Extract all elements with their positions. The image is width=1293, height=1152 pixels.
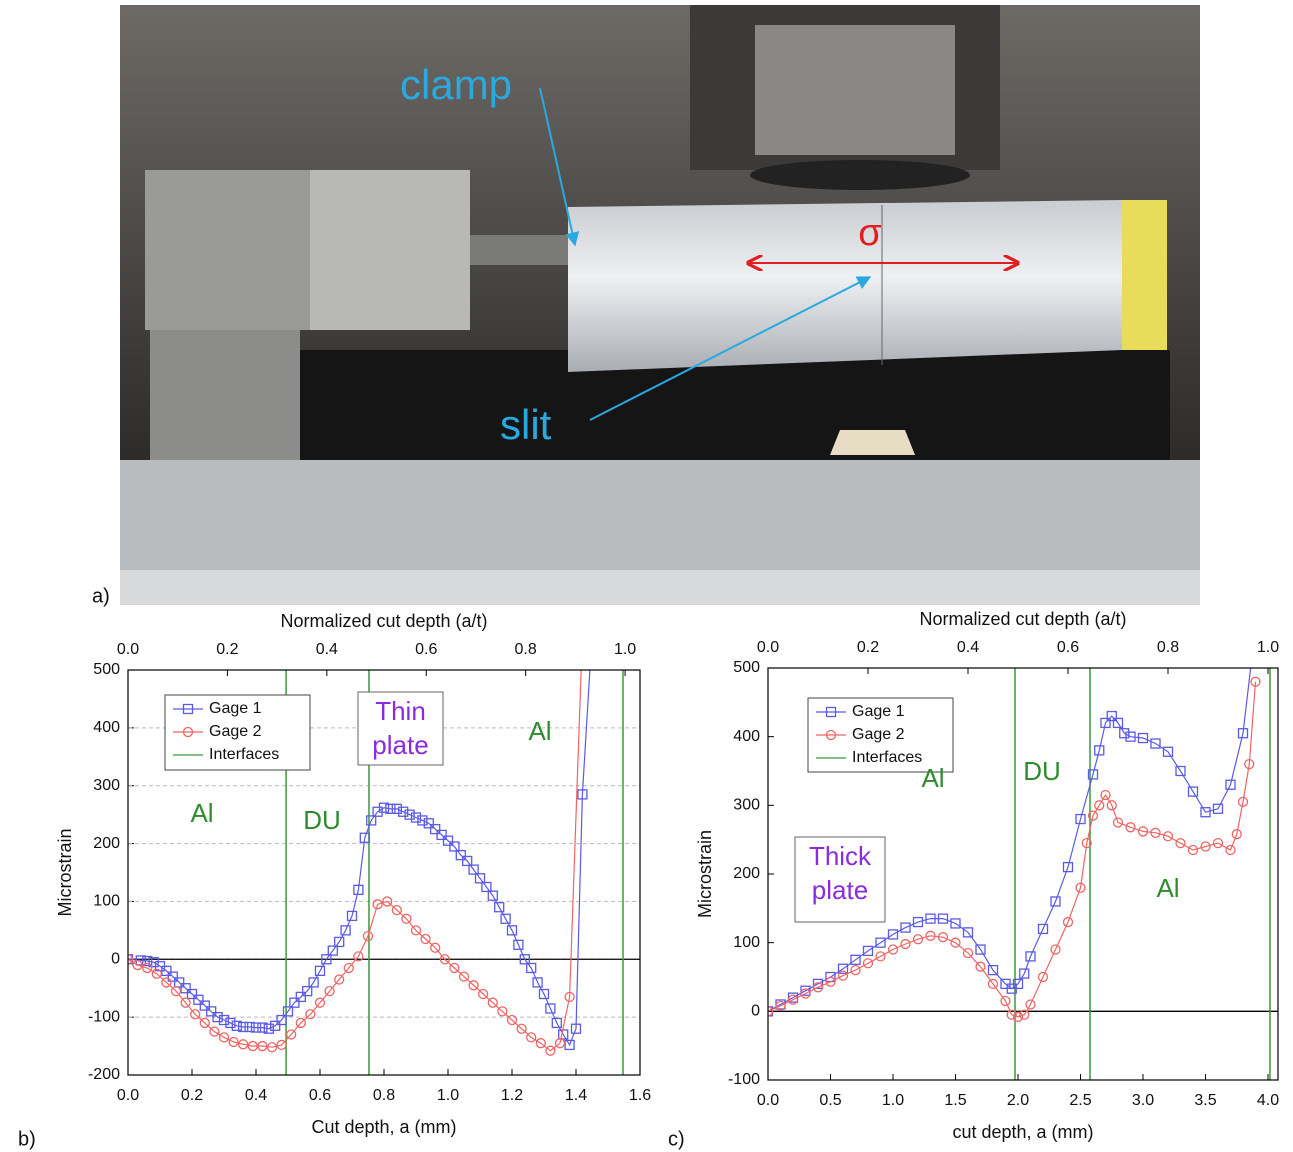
x-tick-label: 1.6 [629, 1087, 651, 1104]
y-axis-title: Microstrain [55, 828, 75, 916]
x-tick-label: 1.5 [944, 1092, 966, 1109]
y-axis-title: Microstrain [695, 830, 715, 918]
annotation: Thin plate [358, 694, 443, 767]
legend-text: Interfaces [852, 749, 922, 766]
y-tick-label: 300 [93, 777, 120, 794]
x2-tick-label: 0.0 [117, 641, 139, 658]
x-tick-label: 1.2 [501, 1087, 523, 1104]
annotation-text: DU [1023, 756, 1061, 786]
annotation-text: Al [1156, 873, 1179, 903]
y-tick-label: 100 [733, 934, 760, 951]
legend-text: Gage 2 [209, 723, 262, 740]
slit-label: slit [500, 401, 552, 448]
y-tick-label: -200 [88, 1066, 120, 1083]
specimen-end [1122, 200, 1167, 350]
x-tick-label: 2.5 [1069, 1092, 1091, 1109]
x2-tick-label: 0.0 [757, 639, 779, 656]
y-tick-label: 400 [93, 719, 120, 736]
table [120, 460, 1200, 570]
x-tick-label: 0.6 [309, 1087, 331, 1104]
y-tick-label: 200 [93, 835, 120, 852]
annotation-text: DU [303, 805, 341, 835]
y-tick-label: 0 [111, 951, 120, 968]
annotation-text: Al [921, 763, 944, 793]
annotation: Thick plate [795, 839, 885, 924]
figure: clamp σ slit a) -200 -100 0 100 200 300 400 500… [0, 0, 1293, 1152]
y-tick-label: -100 [88, 1008, 120, 1025]
annotation-text: Thin plate [358, 694, 443, 762]
x-tick-label: 3.5 [1194, 1092, 1216, 1109]
nozzle [750, 160, 970, 190]
support [830, 430, 915, 455]
x-tick-label: 2.0 [1007, 1092, 1029, 1109]
x-axis-title: cut depth, a (mm) [952, 1122, 1093, 1142]
photo: clamp σ slit [120, 5, 1200, 605]
x2-axis-title: Normalized cut depth (a/t) [280, 611, 487, 631]
y-tick-label: 200 [733, 865, 760, 882]
fixture-plate [310, 170, 470, 330]
annotation-text: Thick plate [795, 839, 885, 907]
data-point [578, 631, 587, 640]
x-tick-label: 0.0 [757, 1092, 779, 1109]
x2-tick-label: 1.0 [614, 641, 636, 658]
x-tick-label: 3.0 [1132, 1092, 1154, 1109]
annotation-text: Al [190, 798, 213, 828]
x2-tick-label: 0.8 [515, 641, 537, 658]
x2-tick-label: 0.6 [1057, 639, 1079, 656]
tank [300, 350, 1170, 460]
legend-text: Gage 1 [852, 703, 905, 720]
x2-tick-label: 0.2 [216, 641, 238, 658]
panel-label: b) [18, 1128, 36, 1150]
x-tick-label: 0.2 [181, 1087, 203, 1104]
x2-axis-title: Normalized cut depth (a/t) [919, 609, 1126, 629]
clamp-body [470, 235, 570, 265]
x2-tick-label: 0.2 [857, 639, 879, 656]
machine-head-plate [755, 25, 955, 155]
x2-tick-label: 0.6 [415, 641, 437, 658]
x-tick-label: 1.4 [565, 1087, 587, 1104]
table-edge [120, 570, 1200, 605]
y-tick-label: 500 [93, 661, 120, 678]
y-tick-label: 400 [733, 728, 760, 745]
legend-text: Gage 1 [209, 700, 262, 717]
x-tick-label: 1.0 [882, 1092, 904, 1109]
data-point [1251, 622, 1260, 631]
annotation-text: Al [528, 716, 551, 746]
panel-label: c) [668, 1128, 685, 1150]
clamp-label: clamp [400, 61, 512, 108]
x-tick-label: 0.4 [245, 1087, 267, 1104]
x2-tick-label: 0.4 [316, 641, 338, 658]
y-tick-label: 100 [93, 893, 120, 910]
x-tick-label: 1.0 [437, 1087, 459, 1104]
series-line [768, 627, 1256, 1012]
x-axis-title: Cut depth, a (mm) [311, 1117, 456, 1137]
x-tick-label: 4.0 [1257, 1092, 1279, 1109]
panel-label: a) [92, 585, 110, 607]
data-point [588, 631, 597, 640]
x-tick-label: 0.5 [819, 1092, 841, 1109]
x-tick-label: 0.0 [117, 1087, 139, 1104]
x2-tick-label: 0.4 [957, 639, 979, 656]
x2-tick-label: 1.0 [1257, 639, 1279, 656]
x-tick-label: 0.8 [373, 1087, 395, 1104]
legend-text: Interfaces [209, 746, 279, 763]
legend-text: Gage 2 [852, 726, 905, 743]
stress-label: σ [858, 212, 881, 254]
y-tick-label: 300 [733, 797, 760, 814]
y-tick-label: -100 [728, 1071, 760, 1088]
y-tick-label: 0 [751, 1003, 760, 1020]
x2-tick-label: 0.8 [1157, 639, 1179, 656]
y-tick-label: 500 [733, 659, 760, 676]
specimen [568, 200, 1122, 372]
